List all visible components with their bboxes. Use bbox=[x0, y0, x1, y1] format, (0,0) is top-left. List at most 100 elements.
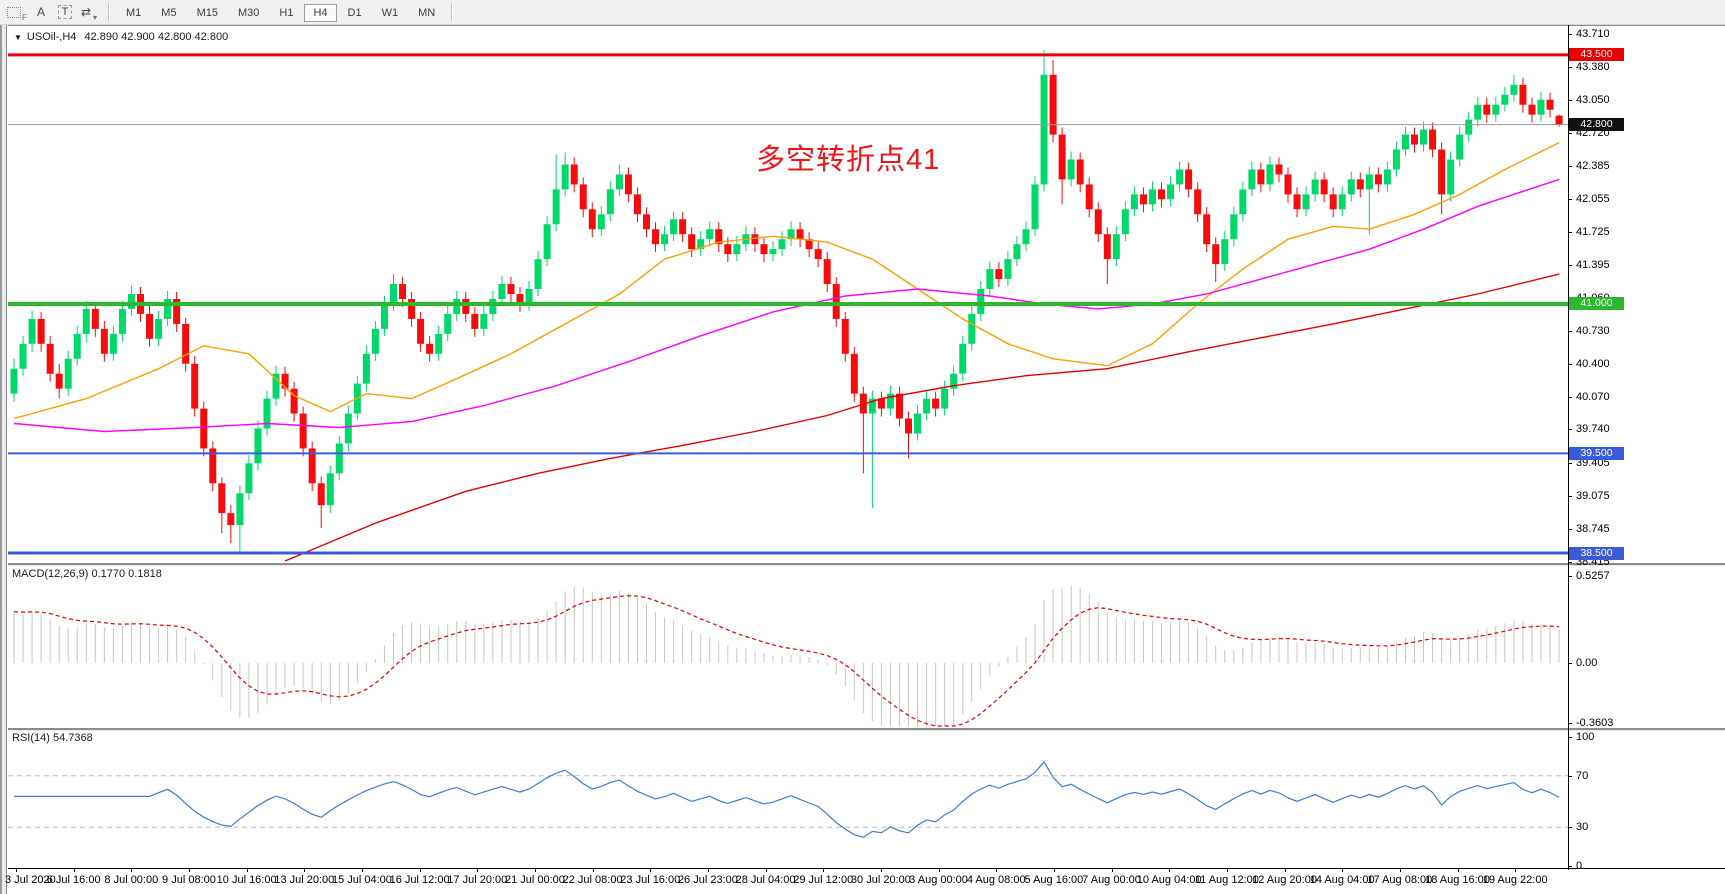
timeframe-bar: M1 M5 M15 M30 H1 H4 D1 W1 MN bbox=[116, 3, 445, 22]
macd-axis-label: 0.00 bbox=[1576, 656, 1598, 669]
time-axis-label: 19 Aug 22:00 bbox=[1482, 874, 1548, 886]
timeframe-button-m5[interactable]: M5 bbox=[161, 6, 177, 19]
price-tick-mark bbox=[1568, 528, 1572, 530]
timeframe-button-m1[interactable]: M1 bbox=[126, 6, 142, 19]
time-tick-mark bbox=[650, 868, 652, 872]
time-axis-label: 29 Jul 12:00 bbox=[793, 874, 854, 886]
price-axis-label: 41.725 bbox=[1576, 225, 1610, 238]
time-axis-line bbox=[8, 868, 1725, 869]
time-tick-mark bbox=[765, 868, 767, 872]
time-tick-mark bbox=[1457, 868, 1459, 872]
price-axis-label: 41.395 bbox=[1576, 258, 1610, 271]
price-level-badge: 41.000 bbox=[1569, 297, 1624, 311]
time-axis-label: 15 Jul 04:00 bbox=[331, 874, 392, 886]
rsi-axis-label: 0 bbox=[1576, 860, 1583, 872]
time-axis-label: 7 Aug 00:00 bbox=[1082, 874, 1141, 886]
time-tick-mark bbox=[131, 868, 133, 872]
time-tick-mark bbox=[1111, 868, 1113, 872]
rsi-axis-label: 100 bbox=[1576, 731, 1595, 743]
time-axis-label: 22 Jul 08:00 bbox=[562, 874, 623, 886]
rsi-indicator-label: RSI(14) 54.7368 bbox=[12, 732, 93, 744]
pane-separator[interactable] bbox=[8, 728, 1725, 731]
time-axis-label: 12 Aug 20:00 bbox=[1252, 874, 1317, 886]
timeframe-button-mn[interactable]: MN bbox=[418, 6, 436, 19]
time-axis-label: 14 Aug 04:00 bbox=[1309, 874, 1375, 886]
time-axis-label: 10 Aug 04:00 bbox=[1136, 874, 1202, 886]
macd-indicator-label: MACD(12,26,9) 0.1770 0.1818 bbox=[12, 568, 162, 580]
symbol-label: USOil-,H4 bbox=[26, 31, 77, 43]
timeframe-button-w1[interactable]: W1 bbox=[381, 6, 399, 19]
price-chart-pane[interactable] bbox=[8, 25, 1568, 563]
timeframe-button-m15[interactable]: M15 bbox=[196, 6, 218, 19]
price-tick-mark bbox=[1568, 198, 1572, 200]
left-gutter bbox=[0, 25, 7, 894]
timeframe-button-h4[interactable]: H4 bbox=[304, 3, 337, 22]
timeframe-button-m30[interactable]: M30 bbox=[237, 6, 260, 19]
font-a-icon[interactable]: A bbox=[30, 2, 52, 22]
price-level-badge: 38.500 bbox=[1569, 546, 1624, 560]
time-axis-label: 13 Jul 20:00 bbox=[274, 874, 335, 886]
symbol-dropdown-caret-icon[interactable]: ▼ bbox=[14, 33, 22, 42]
pane-separator[interactable] bbox=[8, 563, 1725, 566]
time-tick-mark bbox=[823, 868, 825, 872]
timeframe-button-h1[interactable]: H1 bbox=[279, 6, 294, 19]
rsi-tick-mark bbox=[1568, 775, 1572, 777]
chart-annotation-text[interactable]: 多空转折点41 bbox=[756, 144, 941, 176]
price-tick-mark bbox=[1568, 66, 1572, 68]
time-axis-label: 6 Jul 16:00 bbox=[46, 874, 101, 886]
rsi-pane[interactable] bbox=[8, 730, 1568, 868]
time-tick-mark bbox=[1342, 868, 1344, 872]
price-level-badge: 42.800 bbox=[1569, 118, 1624, 132]
time-axis-label: 30 Jul 20:00 bbox=[850, 874, 911, 886]
price-axis-label: 39.740 bbox=[1576, 423, 1610, 436]
time-tick-mark bbox=[1053, 868, 1055, 872]
price-tick-mark bbox=[1568, 33, 1572, 35]
toolbar: F A T ⇄ ▾ M1 M5 M15 M30 H1 H4 D1 W1 MN bbox=[0, 0, 1725, 25]
price-level-badge: 39.500 bbox=[1569, 446, 1624, 460]
macd-pane[interactable] bbox=[8, 565, 1568, 728]
time-tick-mark bbox=[880, 868, 882, 872]
dropdown-caret-icon[interactable]: ▾ bbox=[93, 13, 98, 22]
time-tick-mark bbox=[419, 868, 421, 872]
time-axis-label: 3 Jul 2020 bbox=[5, 874, 56, 886]
time-axis-label: 17 Jul 20:00 bbox=[447, 874, 508, 886]
time-axis-label: 17 Aug 08:00 bbox=[1367, 874, 1433, 886]
rsi-axis-label: 30 bbox=[1576, 821, 1589, 834]
time-tick-mark bbox=[996, 868, 998, 872]
price-tick-mark bbox=[1568, 99, 1572, 101]
price-tick-mark bbox=[1568, 165, 1572, 167]
price-axis-label: 40.070 bbox=[1576, 390, 1610, 403]
ohlc-readout: 42.890 42.900 42.800 42.800 bbox=[84, 31, 229, 43]
price-tick-mark bbox=[1568, 264, 1572, 266]
rsi-tick-mark bbox=[1568, 737, 1572, 738]
time-tick-mark bbox=[592, 868, 594, 872]
price-axis-label: 43.380 bbox=[1576, 60, 1610, 73]
time-tick-mark bbox=[1399, 868, 1401, 872]
time-tick-mark bbox=[1226, 868, 1228, 872]
time-tick-mark bbox=[304, 868, 306, 872]
price-axis-label: 40.400 bbox=[1576, 357, 1610, 370]
time-axis-label: 8 Jul 00:00 bbox=[104, 874, 159, 886]
time-axis-label: 28 Jul 04:00 bbox=[735, 874, 796, 886]
time-tick-mark bbox=[477, 868, 479, 872]
macd-axis-label: -0.3603 bbox=[1576, 716, 1614, 729]
timeframe-button-d1[interactable]: D1 bbox=[347, 6, 362, 19]
chart-title: ▼ USOil-,H4 42.890 42.900 42.800 42.800 bbox=[14, 31, 228, 43]
chart-top-border bbox=[8, 25, 1725, 26]
time-tick-mark bbox=[16, 868, 17, 872]
toolbar-handle-icon[interactable]: F bbox=[6, 2, 28, 22]
rsi-tick-mark bbox=[1568, 827, 1572, 829]
time-tick-mark bbox=[1284, 868, 1286, 872]
arrange-arrows-icon[interactable]: ⇄ ▾ bbox=[78, 2, 100, 22]
macd-tick-mark bbox=[1568, 662, 1572, 664]
time-axis-label: 11 Aug 12:00 bbox=[1194, 874, 1259, 886]
price-tick-mark bbox=[1568, 429, 1572, 431]
time-axis-label: 26 Jul 23:00 bbox=[677, 874, 738, 886]
price-tick-mark bbox=[1568, 561, 1572, 563]
font-a-glyph: A bbox=[36, 5, 45, 19]
text-label-icon[interactable]: T bbox=[54, 2, 76, 22]
time-tick-mark bbox=[1169, 868, 1171, 872]
time-tick-mark bbox=[707, 868, 709, 872]
text-label-glyph: T bbox=[57, 5, 73, 19]
